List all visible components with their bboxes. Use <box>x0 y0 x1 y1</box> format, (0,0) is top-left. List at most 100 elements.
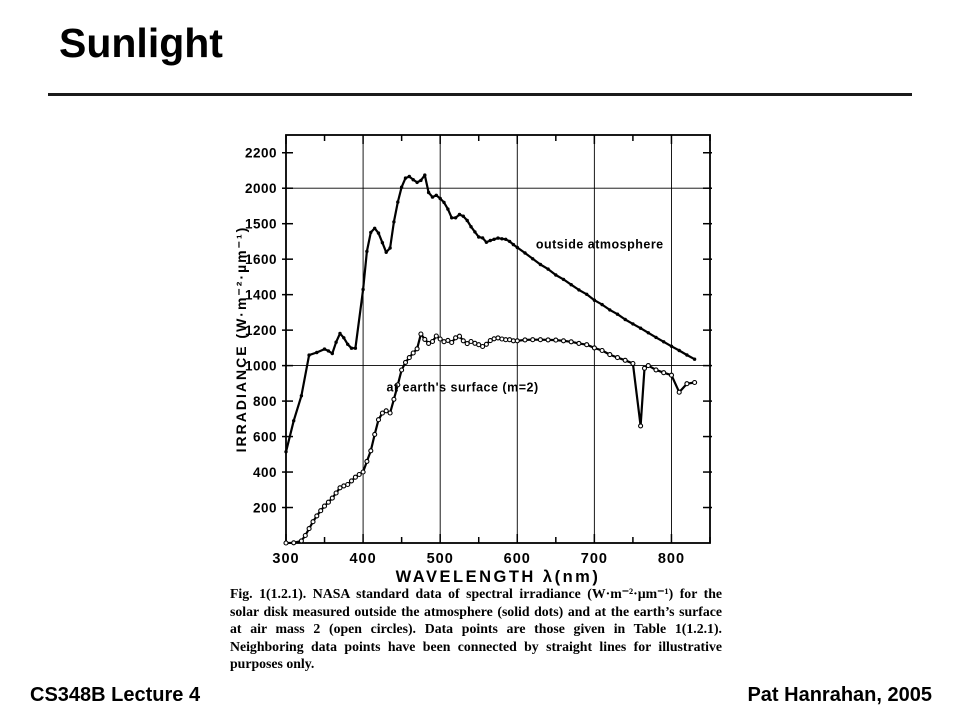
data-point-outside-atmosphere <box>608 308 612 312</box>
data-point-outside-atmosphere <box>307 353 311 357</box>
data-point-at-earth-s-surface-m-2 <box>414 346 420 352</box>
x-tick-label: 500 <box>427 551 454 567</box>
data-point-at-earth-s-surface-m-2 <box>333 490 339 496</box>
data-point-outside-atmosphere <box>538 262 543 267</box>
data-point-at-earth-s-surface-m-2 <box>325 499 331 505</box>
data-point-outside-atmosphere <box>511 242 516 247</box>
data-point-at-earth-s-surface-m-2 <box>630 360 636 367</box>
data-point-at-earth-s-surface-m-2 <box>522 337 528 343</box>
data-point-at-earth-s-surface-m-2 <box>310 519 316 525</box>
data-point-at-earth-s-surface-m-2 <box>352 474 358 480</box>
data-point-outside-atmosphere <box>365 249 369 254</box>
data-point-outside-atmosphere <box>430 195 435 199</box>
page-title: Sunlight <box>59 20 223 66</box>
data-point-outside-atmosphere <box>369 230 373 235</box>
data-point-at-earth-s-surface-m-2 <box>568 339 574 345</box>
data-point-at-earth-s-surface-m-2 <box>383 408 389 414</box>
data-point-at-earth-s-surface-m-2 <box>337 485 343 491</box>
x-tick-label: 600 <box>504 551 531 567</box>
data-point-at-earth-s-surface-m-2 <box>360 469 366 475</box>
footer-course: CS348B Lecture 4 <box>30 684 201 706</box>
data-point-at-earth-s-surface-m-2 <box>302 532 308 539</box>
data-point-at-earth-s-surface-m-2 <box>348 478 355 484</box>
data-point-at-earth-s-surface-m-2 <box>584 342 590 348</box>
irradiance-chart: 2200 2000 1500 1600 1400 1200 1000 800 600 400 200… <box>233 134 712 586</box>
data-point-at-earth-s-surface-m-2 <box>445 337 451 343</box>
data-point-at-earth-s-surface-m-2 <box>676 389 682 395</box>
data-point-outside-atmosphere <box>384 250 388 254</box>
data-point-outside-atmosphere <box>496 236 500 240</box>
data-point-outside-atmosphere <box>403 176 408 180</box>
data-point-outside-atmosphere <box>546 267 550 271</box>
data-point-at-earth-s-surface-m-2 <box>298 538 304 544</box>
data-point-outside-atmosphere <box>346 342 350 346</box>
data-point-outside-atmosphere <box>569 283 573 287</box>
title-underline <box>48 93 912 96</box>
data-point-outside-atmosphere <box>419 178 423 183</box>
data-point-at-earth-s-surface-m-2 <box>387 410 393 416</box>
data-point-outside-atmosphere <box>442 200 446 205</box>
data-point-outside-atmosphere <box>453 216 458 220</box>
y-tick-label: 1000 <box>245 359 277 374</box>
footer-author: Pat Hanrahan, 2005 <box>747 684 932 706</box>
data-point-at-earth-s-surface-m-2 <box>560 338 567 344</box>
data-point-at-earth-s-surface-m-2 <box>345 481 351 488</box>
data-point-outside-atmosphere <box>407 174 411 179</box>
data-point-outside-atmosphere <box>600 302 604 307</box>
data-point-outside-atmosphere <box>292 419 296 423</box>
label-outside-atmosphere: outside atmosphere <box>536 238 664 252</box>
data-point-at-earth-s-surface-m-2 <box>545 337 551 343</box>
y-tick-label: 1200 <box>245 323 277 338</box>
data-point-at-earth-s-surface-m-2 <box>530 337 536 343</box>
data-point-at-earth-s-surface-m-2 <box>449 339 455 346</box>
data-point-outside-atmosphere <box>469 225 473 229</box>
plot-frame <box>285 134 711 544</box>
data-point-outside-atmosphere <box>322 347 327 351</box>
data-point-outside-atmosphere <box>315 350 319 355</box>
data-point-outside-atmosphere <box>396 200 400 204</box>
data-point-outside-atmosphere <box>492 237 496 241</box>
data-point-at-earth-s-surface-m-2 <box>395 382 401 388</box>
data-point-at-earth-s-surface-m-2 <box>661 370 667 376</box>
data-point-at-earth-s-surface-m-2 <box>306 526 312 532</box>
data-point-outside-atmosphere <box>450 216 454 220</box>
data-point-outside-atmosphere <box>531 257 535 261</box>
data-point-outside-atmosphere <box>577 288 581 292</box>
data-point-at-earth-s-surface-m-2 <box>321 503 328 509</box>
data-point-at-earth-s-surface-m-2 <box>576 340 582 346</box>
curve-outside-atmosphere <box>284 173 696 453</box>
data-point-outside-atmosphere <box>669 344 674 348</box>
data-point-at-earth-s-surface-m-2 <box>464 341 470 347</box>
y-tick-label: 600 <box>253 430 277 445</box>
data-point-outside-atmosphere <box>515 245 519 250</box>
y-tick-label: 400 <box>253 465 277 480</box>
data-point-at-earth-s-surface-m-2 <box>368 448 374 454</box>
data-point-outside-atmosphere <box>677 348 681 353</box>
data-point-outside-atmosphere <box>423 173 427 177</box>
data-point-outside-atmosphere <box>388 246 392 250</box>
data-point-outside-atmosphere <box>392 220 396 224</box>
data-point-at-earth-s-surface-m-2 <box>476 342 482 348</box>
data-point-outside-atmosphere <box>507 239 512 244</box>
x-axis-title: WAVELENGTH λ(nm) <box>396 568 601 586</box>
data-point-at-earth-s-surface-m-2 <box>537 337 543 343</box>
data-point-at-earth-s-surface-m-2 <box>402 359 409 365</box>
data-point-at-earth-s-surface-m-2 <box>456 333 463 339</box>
data-point-outside-atmosphere <box>334 340 338 344</box>
data-point-at-earth-s-surface-m-2 <box>553 337 559 343</box>
data-point-at-earth-s-surface-m-2 <box>291 540 297 546</box>
data-point-at-earth-s-surface-m-2 <box>614 355 621 361</box>
figure-caption: Fig. 1(1.2.1). NASA standard data of spe… <box>230 586 722 671</box>
data-point-outside-atmosphere <box>446 207 450 211</box>
data-point-at-earth-s-surface-m-2 <box>622 357 628 363</box>
data-point-outside-atmosphere <box>399 185 404 189</box>
x-tick-label: 700 <box>581 551 608 567</box>
data-point-outside-atmosphere <box>484 240 489 244</box>
data-point-at-earth-s-surface-m-2 <box>437 336 443 342</box>
data-point-outside-atmosphere <box>561 277 566 282</box>
data-point-outside-atmosphere <box>523 251 527 255</box>
data-point-at-earth-s-surface-m-2 <box>460 338 466 344</box>
data-point-outside-atmosphere <box>284 450 288 454</box>
data-point-outside-atmosphere <box>465 218 469 223</box>
data-point-at-earth-s-surface-m-2 <box>607 352 613 358</box>
